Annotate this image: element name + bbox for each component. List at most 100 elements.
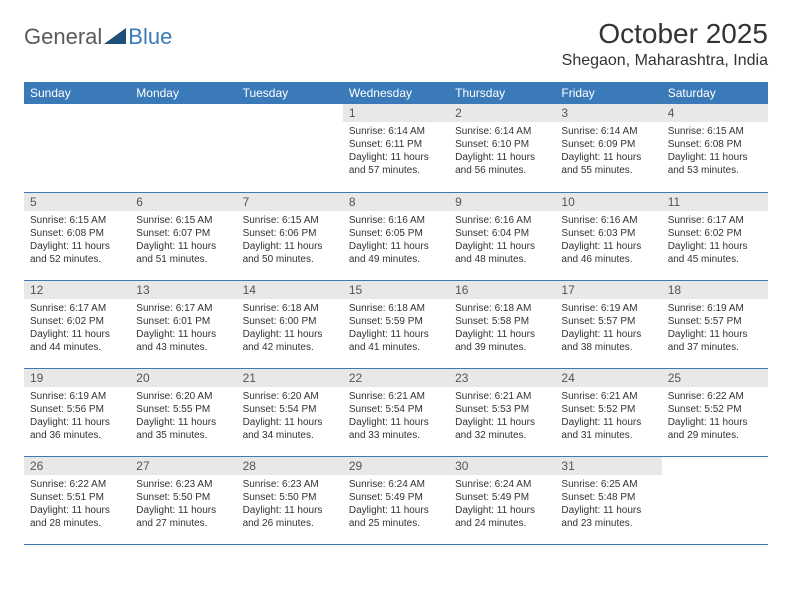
day-info: Sunrise: 6:17 AMSunset: 6:01 PMDaylight:… bbox=[130, 299, 236, 357]
daylight-text: Daylight: 11 hours and 50 minutes. bbox=[243, 240, 337, 266]
sunset-text: Sunset: 6:02 PM bbox=[30, 315, 124, 328]
day-info: Sunrise: 6:24 AMSunset: 5:49 PMDaylight:… bbox=[449, 475, 555, 533]
calendar-cell: 9Sunrise: 6:16 AMSunset: 6:04 PMDaylight… bbox=[449, 192, 555, 280]
daylight-text: Daylight: 11 hours and 23 minutes. bbox=[561, 504, 655, 530]
sunrise-text: Sunrise: 6:14 AM bbox=[349, 125, 443, 138]
daylight-text: Daylight: 11 hours and 37 minutes. bbox=[668, 328, 762, 354]
daylight-text: Daylight: 11 hours and 29 minutes. bbox=[668, 416, 762, 442]
month-title: October 2025 bbox=[562, 18, 768, 50]
day-number: 22 bbox=[343, 369, 449, 387]
calendar-cell: 29Sunrise: 6:24 AMSunset: 5:49 PMDayligh… bbox=[343, 456, 449, 544]
day-number: 10 bbox=[555, 193, 661, 211]
sunrise-text: Sunrise: 6:25 AM bbox=[561, 478, 655, 491]
day-info: Sunrise: 6:16 AMSunset: 6:03 PMDaylight:… bbox=[555, 211, 661, 269]
sunrise-text: Sunrise: 6:18 AM bbox=[349, 302, 443, 315]
day-info: Sunrise: 6:19 AMSunset: 5:57 PMDaylight:… bbox=[662, 299, 768, 357]
daylight-text: Daylight: 11 hours and 38 minutes. bbox=[561, 328, 655, 354]
daylight-text: Daylight: 11 hours and 24 minutes. bbox=[455, 504, 549, 530]
logo-triangle-icon bbox=[104, 26, 126, 49]
day-info: Sunrise: 6:17 AMSunset: 6:02 PMDaylight:… bbox=[24, 299, 130, 357]
dayname-friday: Friday bbox=[555, 82, 661, 104]
day-number: 8 bbox=[343, 193, 449, 211]
day-number: 2 bbox=[449, 104, 555, 122]
day-number: 16 bbox=[449, 281, 555, 299]
calendar-cell: 17 Sunrise: 6:19 AMSunset: 5:57 PMDayligh… bbox=[555, 280, 661, 368]
sunset-text: Sunset: 6:11 PM bbox=[349, 138, 443, 151]
day-info: Sunrise: 6:15 AMSunset: 6:07 PMDaylight:… bbox=[130, 211, 236, 269]
day-number: 17 bbox=[555, 281, 661, 299]
calendar-row: 5Sunrise: 6:15 AMSunset: 6:08 PMDaylight… bbox=[24, 192, 768, 280]
daylight-text: Daylight: 11 hours and 56 minutes. bbox=[455, 151, 549, 177]
calendar-cell: 14Sunrise: 6:18 AMSunset: 6:00 PMDayligh… bbox=[237, 280, 343, 368]
day-number: 5 bbox=[24, 193, 130, 211]
sunset-text: Sunset: 5:59 PM bbox=[349, 315, 443, 328]
sunrise-text: Sunrise: 6:21 AM bbox=[349, 390, 443, 403]
day-number: 15 bbox=[343, 281, 449, 299]
calendar-cell: 7Sunrise: 6:15 AMSunset: 6:06 PMDaylight… bbox=[237, 192, 343, 280]
day-info: Sunrise: 6:14 AMSunset: 6:10 PMDaylight:… bbox=[449, 122, 555, 180]
daylight-text: Daylight: 11 hours and 45 minutes. bbox=[668, 240, 762, 266]
day-info: Sunrise: 6:21 AMSunset: 5:52 PMDaylight:… bbox=[555, 387, 661, 445]
day-number: 11 bbox=[662, 193, 768, 211]
calendar-cell: 8 Sunrise: 6:16 AMSunset: 6:05 PMDaylight… bbox=[343, 192, 449, 280]
calendar-cell: 16Sunrise: 6:18 AMSunset: 5:58 PMDayligh… bbox=[449, 280, 555, 368]
sunset-text: Sunset: 6:06 PM bbox=[243, 227, 337, 240]
sunset-text: Sunset: 5:55 PM bbox=[136, 403, 230, 416]
sunset-text: Sunset: 5:54 PM bbox=[243, 403, 337, 416]
day-number: 20 bbox=[130, 369, 236, 387]
sunrise-text: Sunrise: 6:18 AM bbox=[455, 302, 549, 315]
sunset-text: Sunset: 5:48 PM bbox=[561, 491, 655, 504]
day-number: 4 bbox=[662, 104, 768, 122]
daylight-text: Daylight: 11 hours and 42 minutes. bbox=[243, 328, 337, 354]
sunrise-text: Sunrise: 6:16 AM bbox=[349, 214, 443, 227]
daylight-text: Daylight: 11 hours and 53 minutes. bbox=[668, 151, 762, 177]
title-block: October 2025 Shegaon, Maharashtra, India bbox=[562, 18, 768, 70]
sunset-text: Sunset: 5:50 PM bbox=[243, 491, 337, 504]
day-number: 24 bbox=[555, 369, 661, 387]
calendar-cell: 5Sunrise: 6:15 AMSunset: 6:08 PMDaylight… bbox=[24, 192, 130, 280]
calendar-cell: 18Sunrise: 6:19 AMSunset: 5:57 PMDayligh… bbox=[662, 280, 768, 368]
day-info: Sunrise: 6:18 AMSunset: 5:58 PMDaylight:… bbox=[449, 299, 555, 357]
sunrise-text: Sunrise: 6:20 AM bbox=[243, 390, 337, 403]
sunset-text: Sunset: 5:57 PM bbox=[561, 315, 655, 328]
daylight-text: Daylight: 11 hours and 57 minutes. bbox=[349, 151, 443, 177]
calendar-cell: 25Sunrise: 6:22 AMSunset: 5:52 PMDayligh… bbox=[662, 368, 768, 456]
sunrise-text: Sunrise: 6:15 AM bbox=[668, 125, 762, 138]
dayname-wednesday: Wednesday bbox=[343, 82, 449, 104]
calendar-cell: 15Sunrise: 6:18 AMSunset: 5:59 PMDayligh… bbox=[343, 280, 449, 368]
calendar-cell: 19Sunrise: 6:19 AMSunset: 5:56 PMDayligh… bbox=[24, 368, 130, 456]
sunset-text: Sunset: 6:03 PM bbox=[561, 227, 655, 240]
day-number bbox=[24, 104, 130, 108]
day-info: Sunrise: 6:15 AMSunset: 6:06 PMDaylight:… bbox=[237, 211, 343, 269]
daylight-text: Daylight: 11 hours and 49 minutes. bbox=[349, 240, 443, 266]
day-number: 12 bbox=[24, 281, 130, 299]
sunrise-text: Sunrise: 6:22 AM bbox=[30, 478, 124, 491]
sunset-text: Sunset: 5:58 PM bbox=[455, 315, 549, 328]
calendar-cell: 13Sunrise: 6:17 AMSunset: 6:01 PMDayligh… bbox=[130, 280, 236, 368]
day-info: Sunrise: 6:14 AMSunset: 6:11 PMDaylight:… bbox=[343, 122, 449, 180]
daylight-text: Daylight: 11 hours and 25 minutes. bbox=[349, 504, 443, 530]
day-number: 3 bbox=[555, 104, 661, 122]
daylight-text: Daylight: 11 hours and 33 minutes. bbox=[349, 416, 443, 442]
calendar-cell: 11Sunrise: 6:17 AMSunset: 6:02 PMDayligh… bbox=[662, 192, 768, 280]
calendar-cell: 23Sunrise: 6:21 AMSunset: 5:53 PMDayligh… bbox=[449, 368, 555, 456]
sunset-text: Sunset: 5:57 PM bbox=[668, 315, 762, 328]
calendar-cell: 4Sunrise: 6:15 AMSunset: 6:08 PMDaylight… bbox=[662, 104, 768, 192]
day-info: Sunrise: 6:18 AMSunset: 6:00 PMDaylight:… bbox=[237, 299, 343, 357]
daylight-text: Daylight: 11 hours and 44 minutes. bbox=[30, 328, 124, 354]
sunset-text: Sunset: 6:05 PM bbox=[349, 227, 443, 240]
calendar-cell: 21Sunrise: 6:20 AMSunset: 5:54 PMDayligh… bbox=[237, 368, 343, 456]
dayname-thursday: Thursday bbox=[449, 82, 555, 104]
day-number: 19 bbox=[24, 369, 130, 387]
dayname-tuesday: Tuesday bbox=[237, 82, 343, 104]
sunrise-text: Sunrise: 6:24 AM bbox=[349, 478, 443, 491]
sunset-text: Sunset: 6:04 PM bbox=[455, 227, 549, 240]
calendar-cell: 12Sunrise: 6:17 AMSunset: 6:02 PMDayligh… bbox=[24, 280, 130, 368]
sunrise-text: Sunrise: 6:19 AM bbox=[561, 302, 655, 315]
day-number: 29 bbox=[343, 457, 449, 475]
sunrise-text: Sunrise: 6:22 AM bbox=[668, 390, 762, 403]
dayname-saturday: Saturday bbox=[662, 82, 768, 104]
day-number bbox=[130, 104, 236, 108]
sunset-text: Sunset: 6:08 PM bbox=[30, 227, 124, 240]
calendar-cell: 28Sunrise: 6:23 AMSunset: 5:50 PMDayligh… bbox=[237, 456, 343, 544]
